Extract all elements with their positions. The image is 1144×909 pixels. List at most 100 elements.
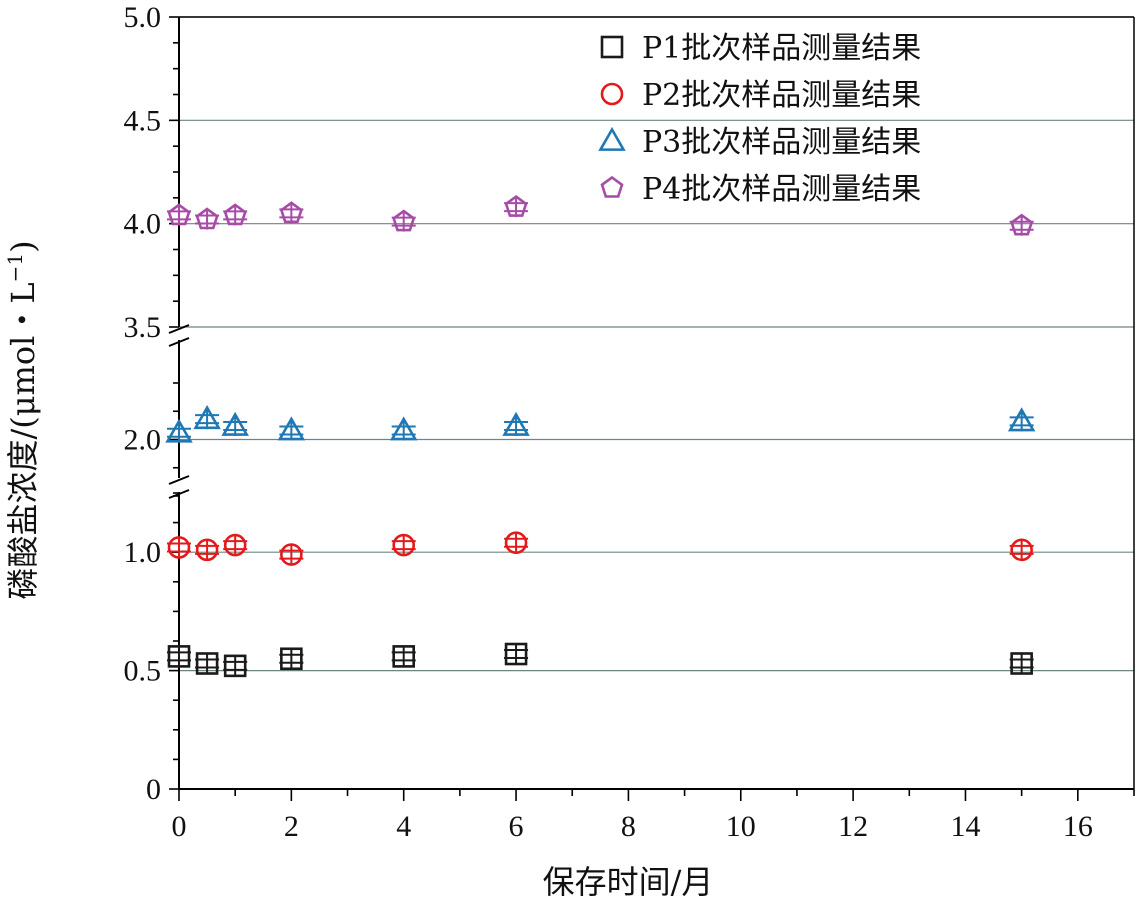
y-tick-label-2.0: 2.0 bbox=[124, 424, 162, 457]
marker bbox=[502, 411, 530, 436]
marker bbox=[392, 645, 416, 668]
point-p1-x1 bbox=[223, 654, 248, 678]
marker bbox=[1010, 213, 1034, 236]
point-p2-x0.5 bbox=[195, 538, 220, 562]
point-p3-x15 bbox=[1007, 407, 1036, 432]
point-p4-x0.5 bbox=[195, 207, 220, 230]
x-tick-label-6: 6 bbox=[509, 810, 524, 843]
series-4 bbox=[167, 194, 1034, 236]
point-p2-x6 bbox=[504, 531, 529, 555]
marker bbox=[504, 194, 528, 217]
marker bbox=[1007, 407, 1036, 432]
legend-item-1: P1批次样品测量结果 bbox=[600, 31, 921, 66]
y-tick-label-3.5: 3.5 bbox=[124, 311, 162, 344]
marker bbox=[504, 531, 528, 555]
y-tick-label-4.0: 4.0 bbox=[124, 208, 162, 241]
x-axis-label: 保存时间/月 bbox=[543, 863, 714, 901]
point-p1-x6 bbox=[504, 642, 529, 666]
point-p1-x15 bbox=[1009, 652, 1034, 675]
y-axis-break-2.0–3.5 bbox=[168, 475, 190, 499]
series-1 bbox=[167, 642, 1034, 678]
marker bbox=[392, 209, 416, 232]
point-p4-x0 bbox=[167, 203, 191, 226]
point-p4-x4 bbox=[391, 209, 416, 232]
marker bbox=[279, 201, 303, 224]
marker bbox=[1010, 538, 1033, 562]
x-tick-label-4: 4 bbox=[396, 810, 411, 843]
point-p2-x2 bbox=[279, 543, 304, 566]
data-points bbox=[165, 194, 1036, 678]
marker bbox=[223, 533, 247, 557]
point-p1-x2 bbox=[279, 647, 304, 671]
x-tick-label-14: 14 bbox=[950, 810, 980, 843]
y-axis-label: 磷酸盐浓度/(μmol・L−1) bbox=[3, 240, 42, 599]
legend-marker bbox=[598, 126, 626, 151]
marker bbox=[167, 203, 191, 226]
grid-lines bbox=[179, 16, 1134, 672]
point-p3-x6 bbox=[502, 411, 530, 436]
point-p2-x4 bbox=[391, 533, 416, 557]
ticks: 0 0.5 1.0 2.0 3.5 4.0 4.5 5.0 0 2 4 6 8 10 12 14 16 bbox=[124, 1, 1135, 843]
marker bbox=[193, 405, 221, 430]
legend-item-2: P2批次样品测量结果 bbox=[600, 78, 921, 113]
point-p2-x1 bbox=[223, 533, 248, 557]
marker bbox=[389, 416, 418, 441]
marker bbox=[280, 647, 303, 671]
marker bbox=[195, 207, 219, 230]
point-p2-x15 bbox=[1009, 538, 1034, 562]
legend-label: P4批次样品测量结果 bbox=[642, 172, 921, 207]
y-axis-break-1.0–2.0 bbox=[168, 324, 190, 347]
marker bbox=[167, 536, 191, 559]
axes bbox=[168, 16, 1135, 790]
y-tick-label-1.0: 1.0 bbox=[124, 536, 162, 569]
y-tick-label-5.0: 5.0 bbox=[124, 1, 162, 34]
point-p1-x0.5 bbox=[195, 652, 220, 675]
marker bbox=[167, 645, 191, 668]
legend-item-4: P4批次样品测量结果 bbox=[600, 172, 921, 207]
marker bbox=[221, 411, 249, 436]
marker bbox=[1010, 652, 1033, 675]
point-p3-x2 bbox=[277, 416, 306, 441]
legend-marker bbox=[600, 82, 624, 106]
legend-label: P3批次样品测量结果 bbox=[642, 125, 921, 160]
series-3 bbox=[165, 405, 1036, 443]
marker bbox=[223, 203, 247, 226]
marker bbox=[165, 418, 193, 443]
x-tick-label-16: 16 bbox=[1063, 810, 1093, 843]
x-tick-label-2: 2 bbox=[284, 810, 299, 843]
y-axis-label-main: 磷酸盐浓度/(μmol・L bbox=[4, 282, 42, 599]
point-p1-x0 bbox=[167, 645, 191, 668]
marker bbox=[223, 654, 247, 678]
marker bbox=[195, 538, 219, 562]
point-p3-x0.5 bbox=[193, 405, 221, 430]
y-tick-label-4.5: 4.5 bbox=[124, 104, 162, 137]
point-p3-x0 bbox=[165, 418, 193, 443]
legend-label: P1批次样品测量结果 bbox=[642, 31, 921, 66]
legend-marker bbox=[600, 35, 624, 59]
y-tick-label-0.5: 0.5 bbox=[124, 655, 162, 688]
marker bbox=[280, 543, 303, 566]
y-axis-label-close: ) bbox=[4, 240, 42, 252]
legend: P1批次样品测量结果 P2批次样品测量结果 P3批次样品测量结果 P4批次样品测量结果 bbox=[598, 31, 921, 207]
point-p4-x15 bbox=[1009, 213, 1034, 236]
marker bbox=[195, 652, 219, 675]
point-p4-x1 bbox=[223, 203, 248, 226]
y-axis-label-exponent: −1 bbox=[3, 253, 27, 282]
marker bbox=[504, 642, 528, 666]
point-p4-x6 bbox=[504, 194, 529, 218]
series-2 bbox=[167, 531, 1034, 566]
point-p3-x1 bbox=[221, 411, 249, 436]
x-tick-label-12: 12 bbox=[838, 810, 868, 843]
x-tick-label-0: 0 bbox=[172, 810, 187, 843]
point-p2-x0 bbox=[167, 536, 191, 559]
x-tick-label-10: 10 bbox=[726, 810, 756, 843]
y-tick-label-0: 0 bbox=[146, 773, 161, 806]
point-p3-x4 bbox=[389, 416, 418, 441]
marker bbox=[277, 416, 306, 441]
x-tick-label-8: 8 bbox=[621, 810, 636, 843]
legend-item-3: P3批次样品测量结果 bbox=[598, 125, 921, 160]
marker bbox=[392, 533, 416, 557]
point-p4-x2 bbox=[279, 201, 304, 224]
legend-marker bbox=[600, 175, 624, 198]
